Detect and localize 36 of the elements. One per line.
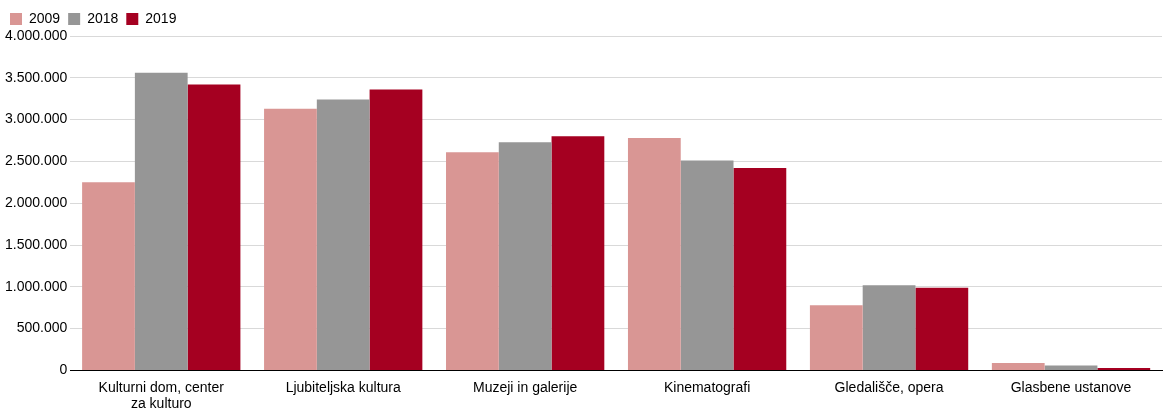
y-tick-label: 1.000.000 xyxy=(4,277,68,294)
y-tick-label: 4.000.000 xyxy=(4,26,68,43)
bar xyxy=(187,84,241,370)
bar xyxy=(316,99,370,370)
bar xyxy=(264,108,317,370)
bar xyxy=(134,72,188,370)
y-tick-label: 2.000.000 xyxy=(4,194,68,211)
bar xyxy=(862,285,916,370)
bar xyxy=(1044,365,1098,370)
bar xyxy=(733,168,787,370)
bar xyxy=(551,136,605,370)
bar xyxy=(446,152,499,370)
y-tick-label: 1.500.000 xyxy=(4,235,68,252)
legend-label: 2018 xyxy=(87,9,119,26)
x-tick-label: Kinematografi xyxy=(663,378,751,395)
legend-label: 2009 xyxy=(29,9,61,26)
bar xyxy=(498,142,552,370)
y-tick-label: 2.500.000 xyxy=(4,152,68,169)
x-tick-label: Ljubiteljska kultura xyxy=(285,378,402,395)
y-tick-label: 3.000.000 xyxy=(4,110,68,127)
bar xyxy=(680,160,734,370)
bar xyxy=(991,362,1045,370)
y-tick-label: 0 xyxy=(59,361,68,378)
x-tick-label: Glasbene ustanove xyxy=(1010,378,1132,395)
bar xyxy=(1097,367,1151,370)
x-tick-label: Kulturni dom, center za kulturo xyxy=(98,378,225,412)
bar xyxy=(82,182,135,370)
bar xyxy=(369,89,423,370)
legend-label: 2019 xyxy=(145,9,177,26)
bar xyxy=(627,137,681,370)
y-tick-label: 500.000 xyxy=(16,319,68,336)
y-tick-label: 3.500.000 xyxy=(4,68,68,85)
x-tick-label: Muzeji in galerije xyxy=(473,378,578,395)
bar xyxy=(809,305,863,370)
bar xyxy=(915,287,969,370)
x-tick-label: Gledališče, opera xyxy=(834,378,944,395)
